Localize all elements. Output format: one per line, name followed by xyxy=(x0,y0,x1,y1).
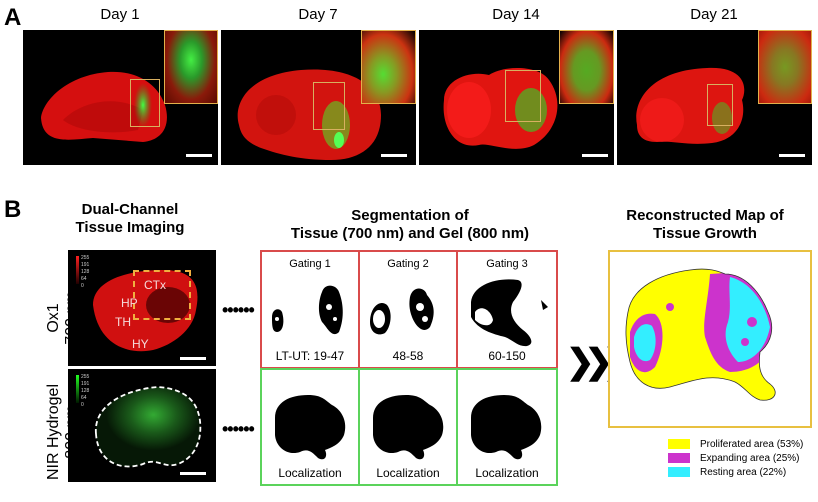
nir-label-line1: NIR Hydrogel xyxy=(45,383,62,481)
tick: 191 xyxy=(81,262,90,268)
legend-label: Expanding area (25%) xyxy=(700,452,800,464)
gating-1-mask xyxy=(272,285,343,335)
nir-colorbar-ticks: 255 191 128 64 0 xyxy=(81,374,89,409)
map-title-line1: Reconstructed Map of xyxy=(626,207,784,224)
gating-2-panel: Gating 2 48-58 xyxy=(358,250,458,369)
tick: 128 xyxy=(81,269,90,275)
day-7-image xyxy=(221,30,416,165)
scale-bar xyxy=(186,154,212,157)
day-21-image xyxy=(617,30,812,165)
map-title-line2: Tissue Growth xyxy=(653,225,757,242)
map-legend: Proliferated area (53%) Expanding area (… xyxy=(668,437,803,479)
roi-dashed-box xyxy=(133,270,191,320)
scale-bar xyxy=(180,357,206,360)
localization-1-mask xyxy=(275,395,346,460)
connector-dots-bottom: •••••• xyxy=(222,419,255,439)
gating-3-title: Gating 3 xyxy=(486,258,528,270)
legend-item-resting: Resting area (22%) xyxy=(668,465,803,479)
gating-1-panel: Gating 1 LT-UT: 19-47 xyxy=(260,250,360,369)
roi-box xyxy=(130,79,160,127)
gating-2-mask xyxy=(370,288,434,335)
ox1-image: 255 191 128 64 0 CTx HP TH HY xyxy=(68,250,216,366)
map-title: Reconstructed Map of Tissue Growth xyxy=(605,207,805,243)
day-14-label: Day 14 xyxy=(492,6,540,23)
legend-label: Proliferated area (53%) xyxy=(700,438,804,450)
ox1-brain-red xyxy=(76,256,198,352)
localization-1-label: Localization xyxy=(278,466,342,480)
legend-swatch-magenta xyxy=(668,453,690,463)
tick: 64 xyxy=(81,395,87,401)
localization-2-panel: Localization xyxy=(358,368,458,486)
gating-3-panel: Gating 3 60-150 xyxy=(456,250,558,369)
segmentation-title-line2: Tissue (700 nm) and Gel (800 nm) xyxy=(290,225,530,242)
imaging-title: Dual-Channel Tissue Imaging xyxy=(60,201,200,237)
localization-1-panel: Localization xyxy=(260,368,360,486)
region-ctx: CTx xyxy=(144,278,166,292)
day-7-label: Day 7 xyxy=(298,6,338,23)
legend-swatch-cyan xyxy=(668,467,690,477)
brain-slice-day7 xyxy=(237,69,381,160)
segmentation-title: Segmentation of Tissue (700 nm) and Gel … xyxy=(255,207,565,243)
scale-bar xyxy=(779,154,805,157)
tick: 64 xyxy=(81,276,87,282)
scale-bar xyxy=(180,472,206,475)
roi-box xyxy=(313,82,345,130)
day-14-image xyxy=(419,30,614,165)
region-hy: HY xyxy=(132,337,149,351)
tick: 128 xyxy=(81,388,90,394)
gating-3-range: 60-150 xyxy=(488,349,526,363)
roi-box xyxy=(505,70,541,122)
ox1-label-line1: Ox1 xyxy=(45,303,62,333)
scale-bar xyxy=(381,154,407,157)
panel-b-letter: B xyxy=(4,196,22,223)
tick: 191 xyxy=(81,381,90,387)
gating-2-range: 48-58 xyxy=(392,349,424,363)
imaging-title-line1: Dual-Channel xyxy=(81,201,179,218)
day-21-label: Day 21 xyxy=(690,6,738,23)
growth-map-image xyxy=(625,268,776,401)
localization-2-label: Localization xyxy=(376,466,440,480)
tick: 255 xyxy=(81,374,90,380)
legend-swatch-yellow xyxy=(668,439,690,449)
panel-a-letter: A xyxy=(4,4,22,31)
region-hp: HP xyxy=(121,296,138,310)
brain-slice-day21 xyxy=(636,67,745,144)
gating-2-title: Gating 2 xyxy=(387,258,429,270)
scale-bar xyxy=(582,154,608,157)
gating-3-mask xyxy=(471,279,548,347)
growth-map xyxy=(608,250,812,428)
zoom-inset xyxy=(559,30,614,104)
localization-3-mask xyxy=(471,395,542,460)
ox1-colorbar-ticks: 255 191 128 64 0 xyxy=(81,255,89,290)
day-1-image xyxy=(23,30,218,165)
imaging-title-line2: Tissue Imaging xyxy=(75,219,185,236)
zoom-inset xyxy=(164,30,218,104)
tick: 0 xyxy=(81,283,84,289)
day-1-label: Day 1 xyxy=(100,6,140,23)
gating-1-range: LT-UT: 19-47 xyxy=(275,349,345,363)
segmentation-title-line1: Segmentation of xyxy=(351,207,469,224)
legend-item-proliferated: Proliferated area (53%) xyxy=(668,437,803,451)
localization-3-label: Localization xyxy=(475,466,539,480)
zoom-inset xyxy=(361,30,416,104)
localization-2-mask xyxy=(373,395,444,460)
legend-label: Resting area (22%) xyxy=(700,466,787,478)
brain-slice-day1 xyxy=(41,71,167,142)
nir-brain-green xyxy=(76,375,202,468)
zoom-inset xyxy=(758,30,812,104)
region-th: TH xyxy=(115,315,131,329)
tick: 255 xyxy=(81,255,90,261)
tick: 0 xyxy=(81,402,84,408)
nir-image: 255 191 128 64 0 xyxy=(68,369,216,482)
gating-1-title: Gating 1 xyxy=(289,258,331,270)
connector-dots-top: •••••• xyxy=(222,300,255,320)
roi-box xyxy=(707,84,733,126)
localization-3-panel: Localization xyxy=(456,368,558,486)
legend-item-expanding: Expanding area (25%) xyxy=(668,451,803,465)
